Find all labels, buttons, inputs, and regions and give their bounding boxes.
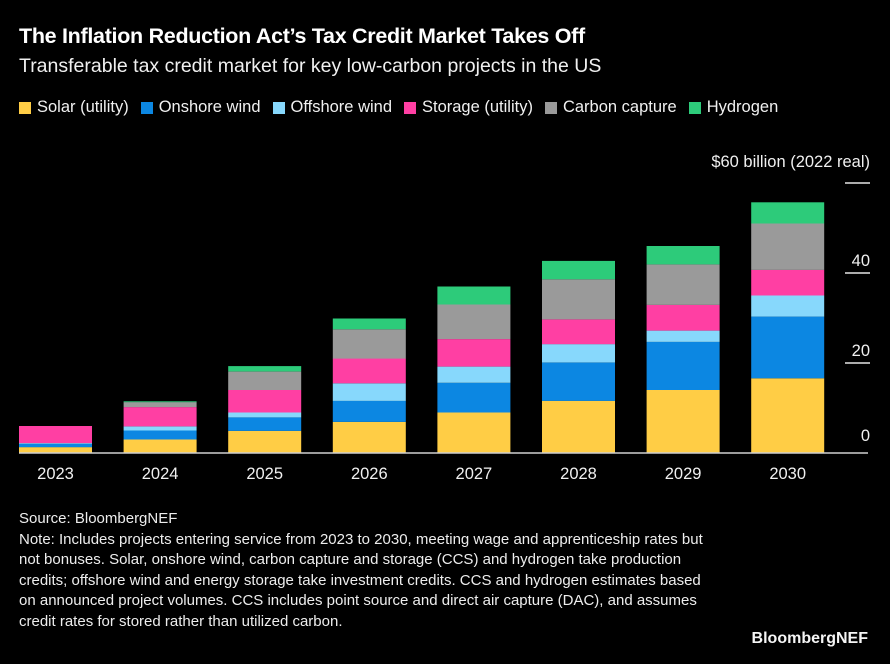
y-tick-label: 0 <box>861 427 870 445</box>
legend-swatch <box>544 101 557 114</box>
bar-segment-onshore-wind-2029 <box>646 341 720 390</box>
x-tick-label: 2025 <box>246 465 283 483</box>
bar-segment-storage-utility-2030 <box>751 269 825 296</box>
bar-segment-offshore-wind-2027 <box>437 366 511 383</box>
bar-segment-offshore-wind-2025 <box>228 412 302 418</box>
bar-segment-offshore-wind-2029 <box>646 330 720 342</box>
y-tick-label: 40 <box>852 252 870 270</box>
bar-segment-hydrogen-2025 <box>228 366 302 372</box>
y-axis: 0 20 40 <box>845 182 870 445</box>
legend-item: Offshore wind <box>272 95 393 120</box>
bar-segment-carbon-capture-2024 <box>123 402 197 408</box>
legend-label: Onshore wind <box>158 98 261 116</box>
bar-segment-offshore-wind-2023 <box>19 443 92 444</box>
bar-segment-offshore-wind-2028 <box>542 344 615 363</box>
legend-label: Hydrogen <box>706 98 779 116</box>
legend-item: Carbon capture <box>544 95 677 120</box>
x-tick-label: 2028 <box>560 465 597 483</box>
legend-item: Storage (utility) <box>404 95 533 120</box>
x-tick-label: 2026 <box>351 465 388 483</box>
bar-segment-storage-utility-2029 <box>646 304 720 331</box>
bar-segment-hydrogen-2024 <box>123 401 197 403</box>
bar-segment-onshore-wind-2028 <box>542 362 615 401</box>
bar-segment-onshore-wind-2025 <box>228 417 302 431</box>
bar-segment-solar-utility-2027 <box>437 412 511 453</box>
bar-segment-solar-utility-2024 <box>123 439 197 453</box>
chart-title: The Inflation Reduction Act’s Tax Credit… <box>19 24 585 48</box>
bar-segment-carbon-capture-2025 <box>228 371 302 390</box>
chart-subtitle: Transferable tax credit market for key l… <box>19 55 602 77</box>
bar-segment-solar-utility-2028 <box>542 400 615 453</box>
legend: Solar (utility) Onshore wind Offshore wind… <box>19 95 869 122</box>
stacked-bar-chart: 0 20 40 2023 2024 2025 2026 2027 2028 2029 2030 <box>19 182 870 483</box>
bar-segment-storage-utility-2028 <box>542 319 615 345</box>
bar-segment-storage-utility-2023 <box>19 426 92 444</box>
x-tick-label: 2027 <box>456 465 493 483</box>
bar-segment-hydrogen-2027 <box>437 286 511 305</box>
bar-segment-onshore-wind-2030 <box>751 316 825 379</box>
footnote: Source: BloombergNEF Note: Includes proj… <box>19 509 719 632</box>
legend-swatch <box>19 101 31 114</box>
bar-segment-carbon-capture-2027 <box>437 304 511 340</box>
bars-group <box>19 202 825 453</box>
note-text: Note: Includes projects entering service… <box>19 530 703 630</box>
legend-item: Hydrogen <box>688 95 779 120</box>
bar-segment-solar-utility-2023 <box>19 447 92 453</box>
bar-segment-hydrogen-2029 <box>646 246 720 265</box>
bar-segment-storage-utility-2024 <box>123 407 197 427</box>
x-tick-label: 2023 <box>37 465 74 483</box>
bar-segment-carbon-capture-2026 <box>332 329 406 359</box>
bar-segment-hydrogen-2030 <box>751 202 825 224</box>
legend-swatch <box>688 101 701 114</box>
bar-segment-hydrogen-2028 <box>542 260 615 280</box>
bar-segment-solar-utility-2030 <box>751 378 825 453</box>
bar-segment-onshore-wind-2027 <box>437 382 511 413</box>
y-tick-label: 20 <box>852 342 870 360</box>
brand-logo: BloombergNEF <box>751 630 868 647</box>
x-tick-label: 2029 <box>665 465 702 483</box>
bar-segment-solar-utility-2025 <box>228 430 302 453</box>
bar-segment-onshore-wind-2026 <box>332 400 406 422</box>
bar-segment-solar-utility-2029 <box>646 390 720 453</box>
bar-segment-carbon-capture-2029 <box>646 264 720 305</box>
legend-label: Offshore wind <box>290 98 393 116</box>
y-axis-unit-label: $60 billion (2022 real) <box>711 153 870 171</box>
bar-segment-storage-utility-2025 <box>228 390 302 413</box>
bar-segment-carbon-capture-2028 <box>542 279 615 320</box>
legend-label: Solar (utility) <box>37 98 129 116</box>
legend-item: Onshore wind <box>140 95 261 120</box>
legend-label: Carbon capture <box>562 98 677 116</box>
bar-segment-onshore-wind-2024 <box>123 430 197 440</box>
bar-segment-storage-utility-2027 <box>437 339 511 367</box>
x-axis-labels: 2023 2024 2025 2026 2027 2028 2029 2030 <box>37 465 806 483</box>
bar-segment-offshore-wind-2024 <box>123 426 197 431</box>
bar-segment-offshore-wind-2030 <box>751 295 825 317</box>
legend-swatch <box>272 101 285 114</box>
source-text: Source: BloombergNEF <box>19 510 178 527</box>
legend-swatch <box>404 101 416 114</box>
bar-segment-carbon-capture-2030 <box>751 223 825 270</box>
x-tick-label: 2024 <box>142 465 179 483</box>
bar-segment-storage-utility-2026 <box>332 358 406 384</box>
bar-segment-hydrogen-2026 <box>332 318 406 330</box>
bar-segment-solar-utility-2026 <box>332 421 406 453</box>
bar-segment-onshore-wind-2023 <box>19 443 92 448</box>
legend-item: Solar (utility) <box>19 95 129 120</box>
bar-segment-offshore-wind-2026 <box>332 383 406 401</box>
x-tick-label: 2030 <box>769 465 806 483</box>
legend-swatch <box>140 101 153 114</box>
legend-label: Storage (utility) <box>422 98 533 116</box>
